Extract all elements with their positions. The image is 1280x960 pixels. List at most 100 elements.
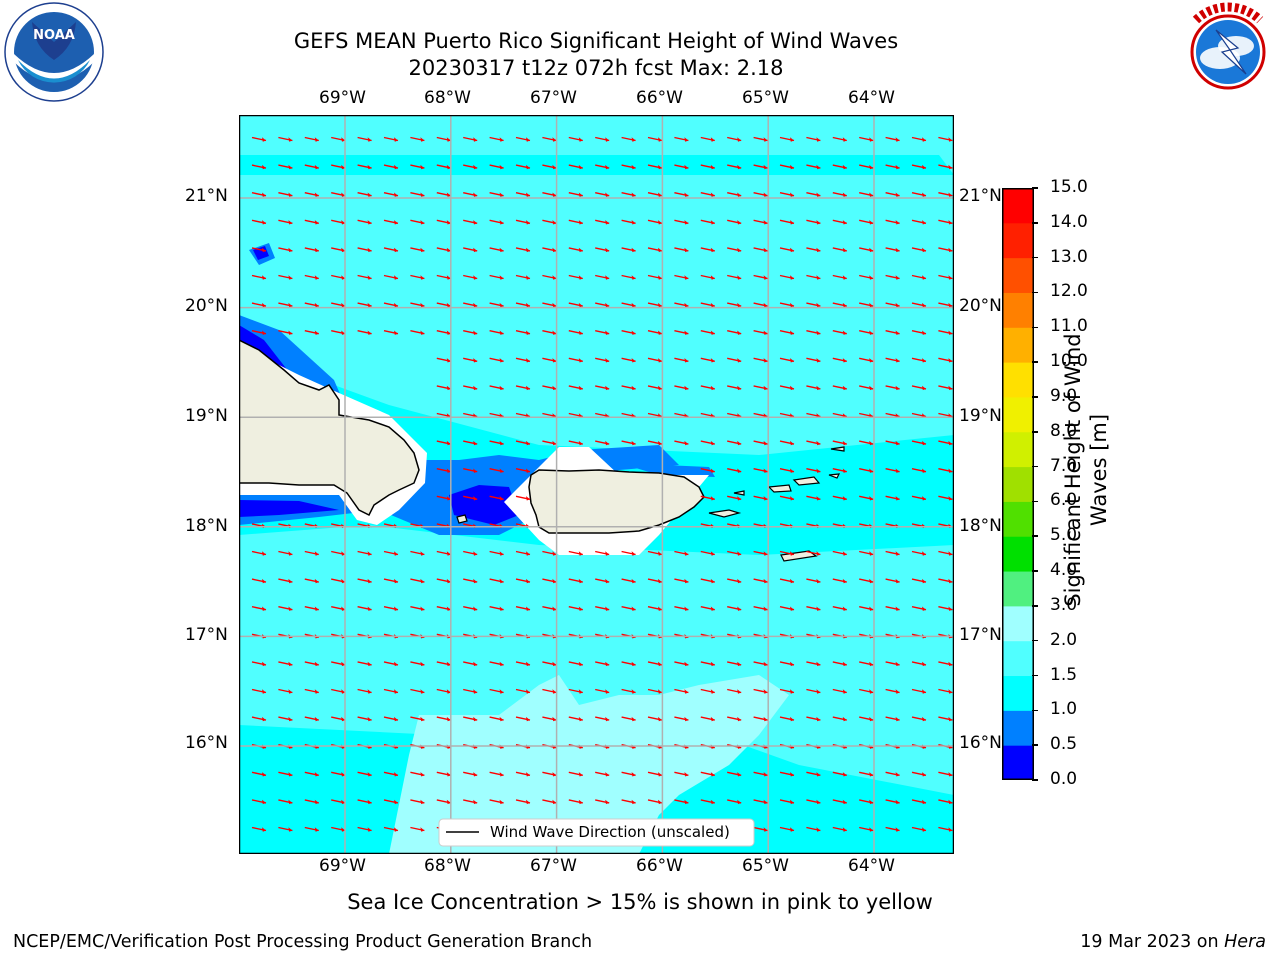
wind-wave-arrowhead: [499, 247, 504, 253]
wind-wave-arrowhead: [790, 551, 794, 556]
wind-wave-arrowhead: [763, 192, 768, 197]
colorbar-tick-mark: [1032, 570, 1038, 572]
wind-wave-arrowhead: [948, 302, 953, 308]
wind-wave-arrowhead: [473, 164, 478, 170]
wind-wave-arrowhead: [446, 385, 451, 391]
wind-wave-arrowhead: [816, 137, 821, 142]
wind-wave-arrowhead: [710, 689, 715, 694]
wind-wave-arrowhead: [473, 302, 478, 308]
wind-wave-arrowhead: [842, 220, 847, 225]
wind-wave-arrowhead: [631, 661, 636, 667]
wind-wave-arrowhead: [341, 578, 346, 584]
colorbar-segment: [1002, 675, 1034, 711]
wind-wave-arrowhead: [710, 661, 715, 667]
footer-left: NCEP/EMC/Verification Post Processing Pr…: [13, 932, 593, 952]
wind-wave-arrowhead: [314, 330, 319, 335]
wind-wave-arrowhead: [763, 606, 768, 611]
wind-wave-arrowhead: [869, 468, 874, 473]
wind-wave-arrowhead: [658, 220, 662, 225]
wind-wave-arrowhead: [473, 385, 478, 391]
wind-wave-arrowhead: [684, 385, 689, 391]
wind-wave-arrowhead: [499, 192, 504, 197]
wind-wave-arrowhead: [499, 358, 504, 363]
wind-wave-arrowhead: [895, 440, 900, 446]
wind-wave-arrowhead: [394, 578, 398, 584]
lat-label-right-19n: 19°N: [959, 406, 1002, 426]
lon-label-bottom-65w: 65°W: [742, 856, 789, 876]
wind-wave-arrowhead: [367, 192, 372, 197]
sea-ice-caption-text: Sea Ice Concentration > 15% is shown in …: [347, 890, 933, 914]
wind-wave-arrowhead: [262, 689, 266, 694]
wind-wave-arrowhead: [367, 606, 372, 611]
wind-wave-arrowhead: [367, 827, 372, 832]
wind-wave-arrowhead: [842, 440, 847, 446]
wind-wave-arrowhead: [948, 275, 953, 280]
lat-label-left-20n: 20°N: [185, 296, 228, 316]
colorbar-segment: [1002, 257, 1034, 293]
wind-wave-arrowhead: [288, 772, 293, 777]
wind-wave-arrowhead: [499, 578, 504, 584]
wind-wave-arrowhead: [552, 606, 557, 611]
wind-wave-arrowhead: [895, 551, 900, 556]
wind-wave-arrowhead: [816, 689, 821, 694]
wind-wave-arrowhead: [658, 164, 662, 170]
wind-wave-arrowhead: [420, 772, 425, 777]
colorbar-ticks: 0.0 0.5 1.0 1.5 2.0 3.0 4.0 5.0 6.0 7.0 8.0 9.0 10.0…: [1032, 177, 1106, 789]
wind-wave-arrowhead: [552, 551, 557, 556]
colorbar-segment: [1002, 605, 1034, 642]
noaa-logo-text: NOAA: [33, 28, 75, 43]
wind-wave-arrowhead: [763, 772, 768, 777]
wind-wave-arrowhead: [394, 247, 398, 253]
wind-wave-arrowhead: [446, 330, 451, 335]
wind-wave-arrowhead: [869, 440, 874, 446]
wind-wave-arrowhead: [420, 716, 425, 722]
wind-wave-arrowhead: [922, 827, 926, 832]
colorbar-tick-mark: [1032, 674, 1038, 677]
wind-wave-arrowhead: [394, 220, 398, 225]
wind-wave-arrowhead: [816, 772, 821, 777]
wind-wave-arrowhead: [341, 164, 346, 170]
wind-wave-arrowhead: [578, 385, 583, 391]
colorbar-tick-label: 1.0: [1050, 699, 1078, 720]
wind-wave-arrowhead: [842, 247, 847, 253]
wind-wave-arrowhead: [710, 772, 715, 777]
wind-wave-arrowhead: [394, 275, 398, 280]
virgin-gorda-island: [828, 473, 841, 479]
wind-wave-arrowhead: [816, 440, 821, 446]
wind-wave-arrowhead: [631, 689, 636, 694]
wind-wave-arrowhead: [948, 192, 953, 197]
lon-label-bottom-67w: 67°W: [530, 856, 577, 876]
wind-wave-arrowhead: [816, 330, 821, 335]
wind-wave-arrowhead: [367, 137, 372, 142]
wind-wave-arrowhead: [842, 164, 847, 170]
wind-wave-arrowhead: [948, 496, 953, 501]
wind-wave-arrowhead: [394, 330, 398, 335]
wind-wave-arrowhead: [288, 330, 293, 335]
wind-wave-arrowhead: [446, 468, 451, 473]
wind-wave-arrowhead: [869, 137, 874, 142]
colorbar-tick-mark: [1032, 187, 1038, 189]
wind-wave-arrowhead: [922, 192, 926, 197]
wind-wave-arrowhead: [948, 716, 953, 722]
wind-wave-arrowhead: [737, 496, 742, 501]
wind-wave-arrowhead: [605, 772, 610, 777]
wind-wave-arrowhead: [631, 275, 636, 280]
graticule: [239, 115, 954, 854]
wind-wave-arrowhead: [658, 661, 662, 667]
wind-wave-arrowhead: [895, 661, 900, 667]
wind-wave-arrowhead: [737, 606, 742, 611]
wind-wave-arrowhead: [842, 551, 847, 556]
wind-wave-arrowhead: [526, 220, 530, 225]
wind-wave-arrowhead: [710, 302, 715, 308]
lat-label-right-17n: 17°N: [959, 625, 1002, 645]
wind-wave-arrowhead: [763, 330, 768, 335]
wind-wave-arrowhead: [552, 358, 557, 363]
wind-wave-arrowhead: [526, 164, 530, 170]
wind-wave-arrowhead: [526, 551, 530, 556]
wind-wave-arrowhead: [631, 772, 636, 777]
wind-wave-arrowhead: [948, 137, 953, 142]
wind-wave-arrowhead: [526, 330, 530, 335]
wind-wave-arrowhead: [631, 330, 636, 335]
wind-wave-arrowhead: [446, 220, 451, 225]
wind-wave-arrowhead: [922, 716, 926, 722]
